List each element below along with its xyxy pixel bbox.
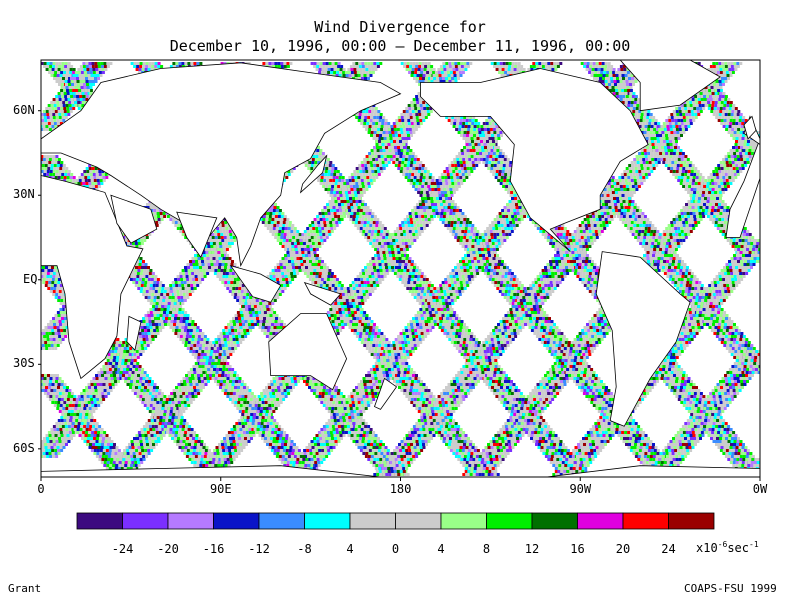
colorbar-tick-7: 4 [437, 542, 444, 556]
colorbar [76, 512, 715, 530]
footer-author: Grant [8, 582, 41, 595]
colorbar-swatch-5 [304, 512, 351, 530]
colorbar-tick-5: 4 [346, 542, 353, 556]
colorbar-tick-11: 20 [616, 542, 630, 556]
colorbar-tick-6: 0 [392, 542, 399, 556]
land-layer [41, 60, 760, 477]
lat-label-3: 30S [13, 356, 35, 370]
colorbar-swatch-1 [122, 512, 169, 530]
colorbar-swatch-13 [668, 512, 715, 530]
colorbar-tick-8: 8 [483, 542, 490, 556]
lon-label-0: 0 [37, 482, 44, 496]
colorbar-swatch-8 [440, 512, 487, 530]
colorbar-swatch-10 [531, 512, 578, 530]
colorbar-tick-3: -12 [248, 542, 270, 556]
colorbar-swatch-11 [577, 512, 624, 530]
colorbar-swatch-12 [622, 512, 669, 530]
colorbar-unit: x10-6sec-1 [696, 540, 759, 555]
colorbar-tick-10: 16 [570, 542, 584, 556]
colorbar-tick-12: 24 [661, 542, 675, 556]
lon-label-2: 180 [390, 482, 412, 496]
lat-label-0: 60N [13, 103, 35, 117]
chart-title-line1: Wind Divergence for [0, 18, 800, 36]
colorbar-tick-9: 12 [525, 542, 539, 556]
colorbar-tick-2: -16 [203, 542, 225, 556]
lon-label-1: 90E [210, 482, 232, 496]
colorbar-swatch-0 [76, 512, 123, 530]
chart-title-line2: December 10, 1996, 00:00 – December 11, … [0, 37, 800, 55]
colorbar-tick-4: -8 [297, 542, 311, 556]
colorbar-tick-1: -20 [157, 542, 179, 556]
axis-ticks [38, 110, 761, 481]
lat-label-4: 60S [13, 441, 35, 455]
footer-credit: COAPS-FSU 1999 [684, 582, 777, 595]
lat-label-1: 30N [13, 187, 35, 201]
colorbar-swatch-4 [258, 512, 305, 530]
colorbar-tick-0: -24 [112, 542, 134, 556]
lon-label-3: 90W [569, 482, 591, 496]
colorbar-swatch-6 [349, 512, 396, 530]
lon-label-4: 0W [753, 482, 767, 496]
colorbar-swatch-2 [167, 512, 214, 530]
colorbar-swatch-3 [213, 512, 260, 530]
colorbar-swatch-9 [486, 512, 533, 530]
lat-label-2: EQ [23, 272, 37, 286]
colorbar-swatch-7 [395, 512, 442, 530]
